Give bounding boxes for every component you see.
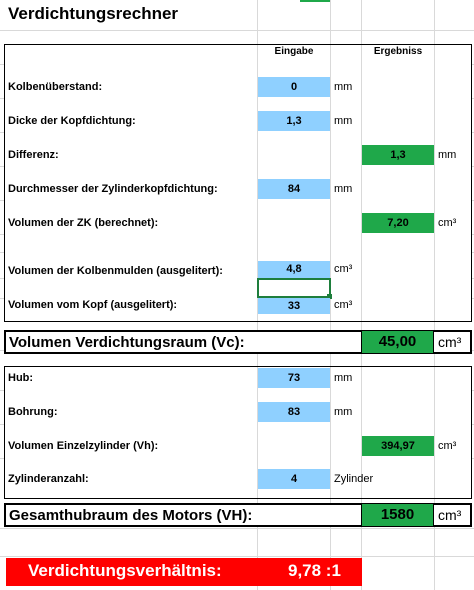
page-title: Verdichtungsrechner <box>8 4 179 23</box>
input-bohrung[interactable]: 83 <box>258 402 330 422</box>
row-label-bohrung: Bohrung: <box>8 401 58 423</box>
gridline <box>434 367 435 498</box>
gridline <box>0 30 474 31</box>
input-zylinderanzahl[interactable]: 4 <box>258 469 330 489</box>
row-label-zylinderanzahl: Zylinderanzahl: <box>8 468 89 490</box>
row-label-durchmesser: Durchmesser der Zylinderkopfdichtung: <box>8 178 218 200</box>
unit-kopf: cm³ <box>334 299 353 311</box>
result-vc: 45,00 <box>378 333 417 350</box>
gridline <box>361 367 362 498</box>
top-accent <box>300 0 330 2</box>
unit-kopfdichtung: mm <box>334 115 353 127</box>
ratio-value: 9,78 :1 <box>288 561 341 580</box>
summary-label-VH: Gesamthubraum des Motors (VH): <box>9 507 253 524</box>
row-label-kolbenueberstand: Kolbenüberstand: <box>8 76 103 98</box>
ratio-banner: Verdichtungsverhältnis: 9,78 :1 <box>6 558 362 586</box>
gridline <box>434 45 435 321</box>
input-kopfdichtung[interactable]: 1,3 <box>258 111 330 131</box>
unit-vh: cm³ <box>438 440 457 452</box>
unit-kolbenmulden: cm³ <box>334 263 353 275</box>
unit-kolbenueberstand: mm <box>334 81 353 93</box>
gridline <box>0 528 474 529</box>
row-label-hub: Hub: <box>8 367 34 389</box>
unit-volumen-zk: cm³ <box>438 217 457 229</box>
unit-zylinderanzahl: Zylinder <box>334 473 374 485</box>
gridline <box>0 556 474 557</box>
row-label-kopfdichtung: Dicke der Kopfdichtung: <box>8 110 136 132</box>
unit-bohrung: mm <box>334 406 353 418</box>
input-kolbenueberstand[interactable]: 0 <box>258 77 330 97</box>
result-VH-cell: 1580 <box>361 504 434 526</box>
unit-vc: cm³ <box>438 334 462 350</box>
unit-durchmesser: mm <box>334 183 353 195</box>
result-vc-cell: 45,00 <box>361 331 434 353</box>
result-vh: 394,97 <box>362 436 434 456</box>
input-kopf[interactable]: 33 <box>258 298 330 314</box>
gridline <box>361 45 362 321</box>
summary-label-vc: Volumen Verdichtungsraum (Vc): <box>9 334 245 351</box>
column-header-input: Eingabe <box>274 46 314 57</box>
column-header-result: Ergebniss <box>373 46 423 57</box>
result-VH: 1580 <box>380 506 415 523</box>
result-volumen-zk: 7,20 <box>362 213 434 233</box>
input-kolbenmulden[interactable]: 4,8 <box>258 261 330 278</box>
ratio-label: Verdichtungsverhältnis: <box>28 561 222 580</box>
gridline <box>330 367 331 498</box>
input-durchmesser[interactable]: 84 <box>258 179 330 199</box>
row-label-differenz: Differenz: <box>8 144 59 166</box>
result-differenz: 1,3 <box>362 145 434 165</box>
gridline <box>257 367 258 498</box>
unit-VH: cm³ <box>438 507 462 523</box>
row-label-kopf: Volumen vom Kopf (ausgelitert): <box>8 294 178 316</box>
gridline <box>330 45 331 321</box>
input-hub[interactable]: 73 <box>258 368 330 388</box>
unit-hub: mm <box>334 372 353 384</box>
row-label-volumen-zk: Volumen der ZK (berechnet): <box>8 212 159 234</box>
gridline <box>257 45 258 321</box>
unit-differenz: mm <box>438 149 457 161</box>
row-label-vh: Volumen Einzelzylinder (Vh): <box>8 435 159 457</box>
row-label-kolbenmulden: Volumen der Kolbenmulden (ausgelitert): <box>8 260 223 282</box>
selected-cell[interactable] <box>257 278 331 298</box>
fill-handle[interactable] <box>327 294 332 299</box>
